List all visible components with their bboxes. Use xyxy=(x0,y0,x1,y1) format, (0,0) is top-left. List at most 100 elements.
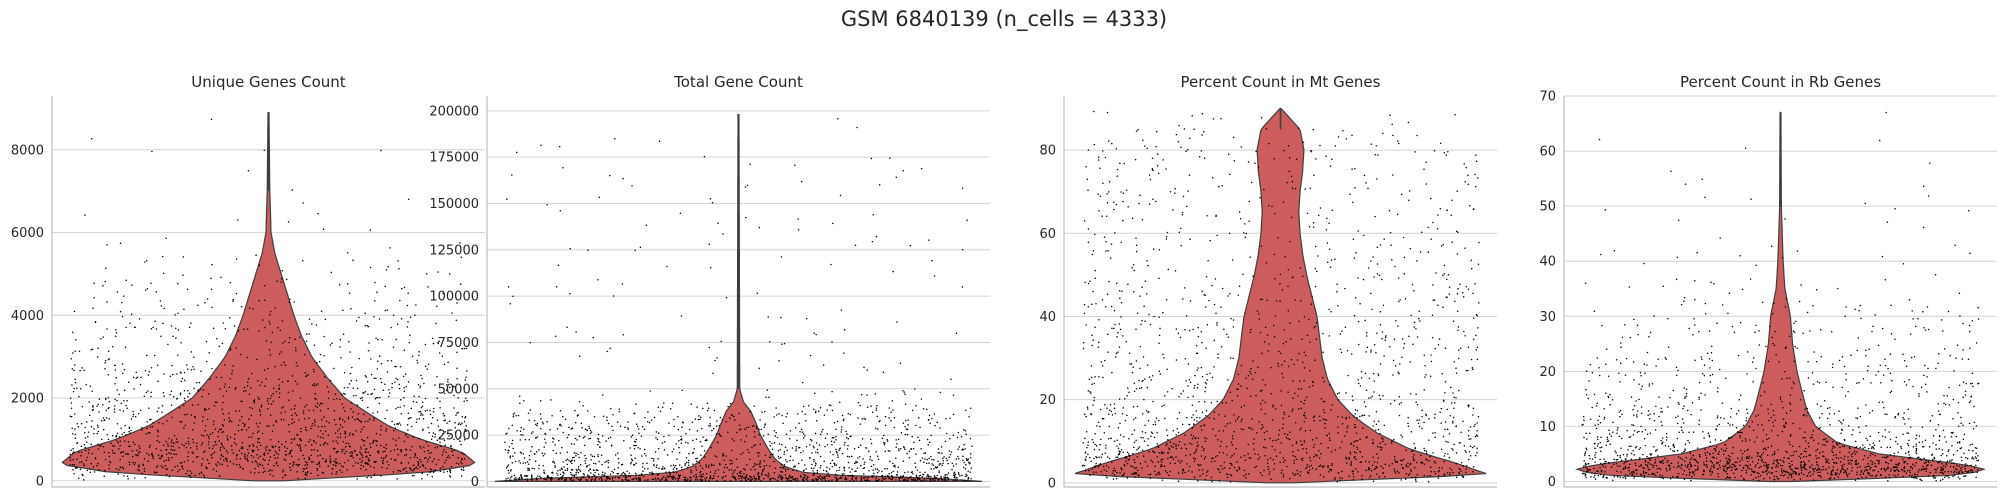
data-point xyxy=(837,478,839,480)
data-point xyxy=(714,455,716,457)
data-point xyxy=(1154,423,1157,426)
strip-points xyxy=(1081,110,1480,483)
data-point xyxy=(203,409,206,411)
data-point xyxy=(669,407,672,410)
data-point xyxy=(149,432,151,434)
data-point xyxy=(705,465,708,468)
data-point xyxy=(305,429,308,432)
data-point xyxy=(657,406,660,409)
data-point xyxy=(341,403,344,405)
data-point xyxy=(375,432,378,435)
data-point xyxy=(802,477,805,479)
data-point xyxy=(1137,447,1139,449)
data-point xyxy=(563,478,566,481)
data-point xyxy=(150,327,153,330)
data-point xyxy=(863,473,865,475)
data-point xyxy=(557,264,560,267)
data-point xyxy=(419,466,421,468)
data-point xyxy=(869,438,872,441)
data-point xyxy=(1229,480,1232,483)
data-point xyxy=(680,466,683,468)
data-point xyxy=(244,455,246,458)
data-point xyxy=(902,479,905,481)
data-point xyxy=(201,458,204,460)
data-point xyxy=(117,473,119,475)
data-point xyxy=(588,438,590,440)
data-point xyxy=(823,460,825,462)
data-point xyxy=(840,477,843,479)
data-point xyxy=(426,473,429,476)
data-point xyxy=(948,450,951,452)
data-point xyxy=(506,432,508,435)
data-point xyxy=(430,422,433,425)
data-point xyxy=(522,428,525,430)
data-point xyxy=(385,455,388,457)
data-point xyxy=(1341,416,1344,418)
data-point xyxy=(1378,274,1381,277)
data-point xyxy=(1376,332,1378,335)
data-point xyxy=(684,464,686,467)
data-point xyxy=(704,439,707,442)
data-point xyxy=(248,444,251,447)
data-point xyxy=(1104,359,1106,362)
data-point xyxy=(1408,199,1410,202)
data-point xyxy=(814,464,817,467)
data-point xyxy=(1370,292,1372,295)
data-point xyxy=(361,438,363,441)
data-point xyxy=(1158,452,1160,454)
data-point xyxy=(460,256,463,259)
data-point xyxy=(1148,376,1151,378)
data-point xyxy=(247,426,250,429)
data-point xyxy=(403,286,406,289)
data-point xyxy=(1356,439,1359,442)
data-point xyxy=(196,381,198,384)
data-point xyxy=(684,476,687,479)
data-point xyxy=(1345,456,1347,459)
data-point xyxy=(1316,270,1318,273)
data-point xyxy=(773,416,775,418)
data-point xyxy=(322,437,324,439)
data-point xyxy=(1259,456,1261,459)
data-point xyxy=(246,457,248,460)
data-point xyxy=(92,408,94,411)
data-point xyxy=(931,463,933,465)
data-point xyxy=(881,437,884,440)
data-point xyxy=(1117,426,1120,429)
data-point xyxy=(83,464,85,467)
data-point xyxy=(634,472,637,475)
data-point xyxy=(1136,456,1139,458)
data-point xyxy=(418,458,421,461)
data-point xyxy=(600,476,602,479)
data-point xyxy=(272,387,275,390)
data-point xyxy=(687,478,689,480)
data-point xyxy=(738,424,741,426)
data-point xyxy=(633,440,636,443)
data-point xyxy=(210,277,212,280)
data-point xyxy=(403,387,405,389)
data-point xyxy=(168,459,170,461)
data-point xyxy=(824,445,826,448)
data-point xyxy=(122,295,125,297)
data-point xyxy=(1264,438,1266,441)
data-point xyxy=(940,446,943,448)
data-point xyxy=(891,478,893,481)
data-point xyxy=(1208,299,1210,302)
data-point xyxy=(856,467,859,469)
data-point xyxy=(1249,457,1252,460)
data-point xyxy=(1448,286,1451,288)
data-point xyxy=(898,477,900,479)
data-point xyxy=(625,475,628,478)
data-point xyxy=(819,466,821,469)
data-point xyxy=(196,442,198,444)
data-point xyxy=(770,477,772,480)
data-point xyxy=(429,409,431,412)
data-point xyxy=(613,468,616,471)
data-point xyxy=(400,462,403,465)
data-point xyxy=(1099,195,1102,197)
data-point xyxy=(609,174,611,177)
data-point xyxy=(194,474,196,477)
data-point xyxy=(1415,477,1417,479)
data-point xyxy=(1373,343,1376,346)
data-point xyxy=(1341,477,1344,480)
data-point xyxy=(1460,461,1463,464)
